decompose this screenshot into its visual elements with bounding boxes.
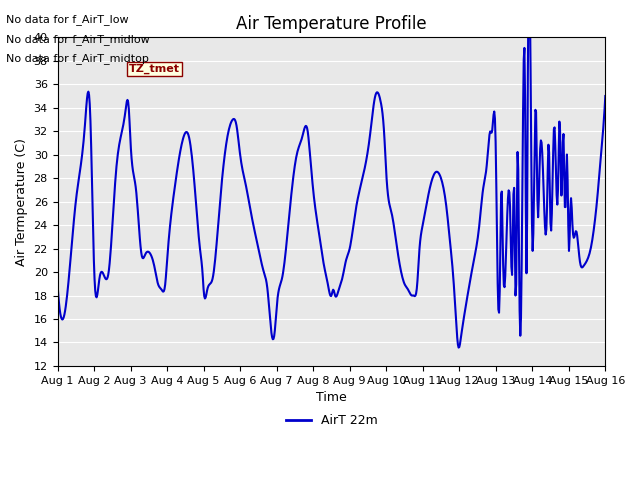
Legend: AirT 22m: AirT 22m — [280, 409, 382, 432]
Text: TZ_tmet: TZ_tmet — [129, 64, 180, 74]
AirT 22m — [403, 284, 410, 290]
Line: AirT 22m: AirT 22m — [58, 0, 605, 348]
Text: No data for f_AirT_low: No data for f_AirT_low — [6, 14, 129, 25]
Text: No data for f_AirT_midtop: No data for f_AirT_midtop — [6, 53, 149, 64]
Title: Air Temperature Profile: Air Temperature Profile — [236, 15, 427, 33]
Y-axis label: Air Termperature (C): Air Termperature (C) — [15, 138, 28, 265]
AirT 22m — [386, 204, 394, 210]
AirT 22m — [470, 258, 477, 264]
AirT 22m — [372, 92, 380, 97]
AirT 22m — [455, 345, 463, 350]
Text: No data for f_AirT_midlow: No data for f_AirT_midlow — [6, 34, 150, 45]
AirT 22m — [87, 142, 95, 147]
AirT 22m — [54, 281, 61, 287]
AirT 22m — [527, 68, 534, 73]
AirT 22m — [602, 93, 609, 99]
X-axis label: Time: Time — [316, 391, 347, 404]
